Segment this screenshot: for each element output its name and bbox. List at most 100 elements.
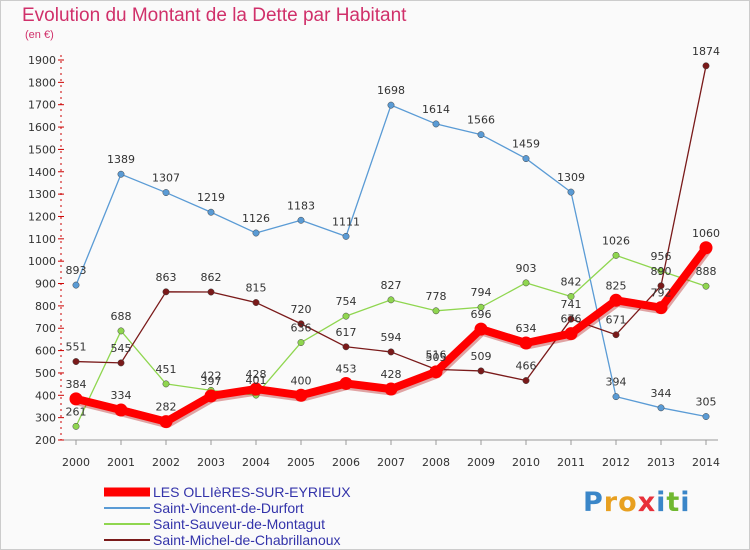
data-point: [612, 331, 620, 339]
x-tick-label: 2000: [62, 456, 90, 469]
data-point: [162, 189, 170, 197]
data-point: [204, 389, 218, 403]
series-saint-sauveur-de-montagut: [72, 251, 710, 430]
unit-label: (en €): [25, 29, 54, 41]
data-label: 1614: [422, 103, 450, 116]
data-label: 794: [471, 286, 492, 299]
data-point: [72, 281, 80, 289]
data-label: 688: [111, 310, 132, 323]
data-point: [339, 376, 353, 390]
data-label: 825: [606, 279, 627, 292]
y-tick-label: 900: [35, 278, 56, 291]
x-tick-label: 2008: [422, 456, 450, 469]
data-point: [297, 339, 305, 346]
y-tick-label: 800: [35, 300, 56, 313]
data-label: 282: [156, 401, 177, 414]
data-point: [612, 251, 620, 259]
x-tick-label: 2002: [152, 456, 180, 469]
data-point: [72, 358, 80, 365]
data-point: [477, 367, 485, 375]
data-label: 505: [426, 351, 447, 364]
legend-item: Saint-Vincent-de-Durfort: [104, 500, 304, 516]
x-tick-label: 2010: [512, 456, 540, 469]
legend-label: LES OLLIèRES-SUR-EYRIEUX: [153, 484, 351, 500]
data-point: [657, 404, 665, 412]
data-label: 545: [111, 342, 132, 355]
data-label: 720: [291, 303, 312, 316]
y-tick-label: 400: [35, 389, 56, 402]
data-label: 1111: [332, 215, 360, 228]
logo-letter: t: [666, 487, 681, 518]
data-point: [522, 155, 530, 163]
data-point: [387, 348, 395, 356]
data-point: [342, 232, 350, 240]
data-label: 397: [201, 375, 222, 388]
data-point: [207, 208, 215, 216]
data-point: [294, 388, 308, 402]
data-point: [567, 315, 575, 323]
x-tick-label: 2009: [467, 456, 495, 469]
data-label: 305: [696, 396, 717, 409]
data-label: 815: [246, 282, 267, 295]
data-point: [117, 359, 125, 367]
data-label: 509: [471, 350, 492, 363]
data-label: 842: [561, 275, 582, 288]
data-label: 516: [426, 348, 447, 361]
data-label: 671: [606, 314, 627, 327]
x-tick-label: 2011: [557, 456, 585, 469]
data-point: [567, 188, 575, 196]
data-point: [477, 303, 485, 311]
data-label: 903: [516, 262, 537, 275]
data-label: 1183: [287, 199, 315, 212]
y-tick-label: 700: [35, 322, 56, 335]
data-point: [342, 343, 350, 351]
data-point: [702, 62, 710, 70]
data-point: [207, 288, 215, 296]
y-tick-label: 1000: [28, 255, 56, 268]
data-label: 1698: [377, 84, 405, 97]
data-point: [654, 301, 668, 315]
data-label: 1219: [197, 191, 225, 204]
data-label: 394: [606, 376, 627, 389]
y-tick-label: 1300: [28, 188, 56, 201]
data-label: 676: [561, 313, 582, 326]
legend-label: Saint-Sauveur-de-Montagut: [153, 516, 325, 532]
data-label: 384: [66, 378, 87, 391]
data-label: 334: [111, 389, 132, 402]
data-point: [477, 131, 485, 139]
data-label: 890: [651, 265, 672, 278]
data-point: [657, 282, 665, 290]
data-point: [702, 282, 710, 290]
y-tick-label: 1400: [28, 166, 56, 179]
data-label: 617: [336, 326, 357, 339]
data-point: [117, 170, 125, 178]
x-tick-label: 2012: [602, 456, 630, 469]
data-label: 451: [156, 363, 177, 376]
data-label: 893: [66, 264, 87, 277]
logo-letter: P: [583, 487, 604, 518]
series-les-ollie-res-sur-eyrieux: [69, 241, 713, 429]
x-tick-label: 2001: [107, 456, 135, 469]
legend-label: Saint-Vincent-de-Durfort: [153, 500, 304, 516]
data-label: 634: [516, 322, 537, 335]
data-point: [72, 422, 80, 430]
data-point: [159, 415, 173, 429]
x-tick-label: 2004: [242, 456, 270, 469]
y-tick-label: 1800: [28, 76, 56, 89]
series-saint-vincent-de-durfort: [72, 101, 710, 420]
data-point: [252, 299, 260, 306]
data-labels: 893 1389 1307 1219 1126 1183 1111 1698 1614 1566 1…: [66, 45, 721, 419]
data-point: [387, 296, 395, 304]
x-tick-label: 2003: [197, 456, 225, 469]
data-point: [429, 365, 443, 379]
data-label: 344: [651, 387, 672, 400]
y-tick-label: 1200: [28, 210, 56, 223]
data-point: [114, 403, 128, 417]
data-point: [609, 293, 623, 307]
logo-letter: o: [618, 487, 638, 518]
data-label: 1307: [152, 172, 180, 185]
data-point: [249, 382, 263, 396]
data-point: [117, 327, 125, 335]
